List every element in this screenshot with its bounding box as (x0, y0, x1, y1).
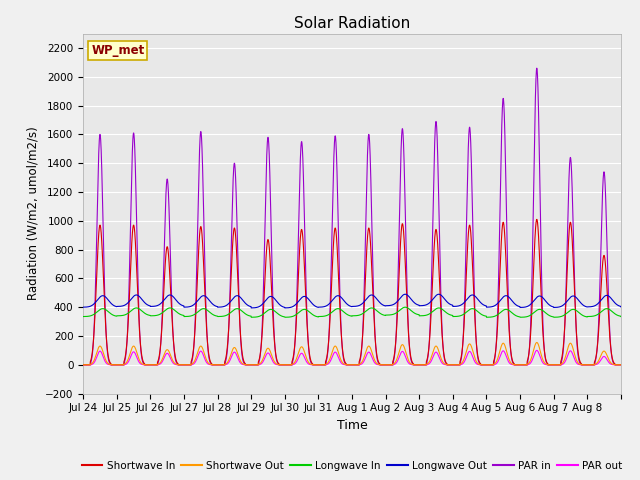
Text: WP_met: WP_met (92, 44, 145, 58)
Title: Solar Radiation: Solar Radiation (294, 16, 410, 31)
Legend: Shortwave In, Shortwave Out, Longwave In, Longwave Out, PAR in, PAR out: Shortwave In, Shortwave Out, Longwave In… (77, 456, 627, 475)
Y-axis label: Radiation (W/m2, umol/m2/s): Radiation (W/m2, umol/m2/s) (26, 127, 40, 300)
X-axis label: Time: Time (337, 419, 367, 432)
